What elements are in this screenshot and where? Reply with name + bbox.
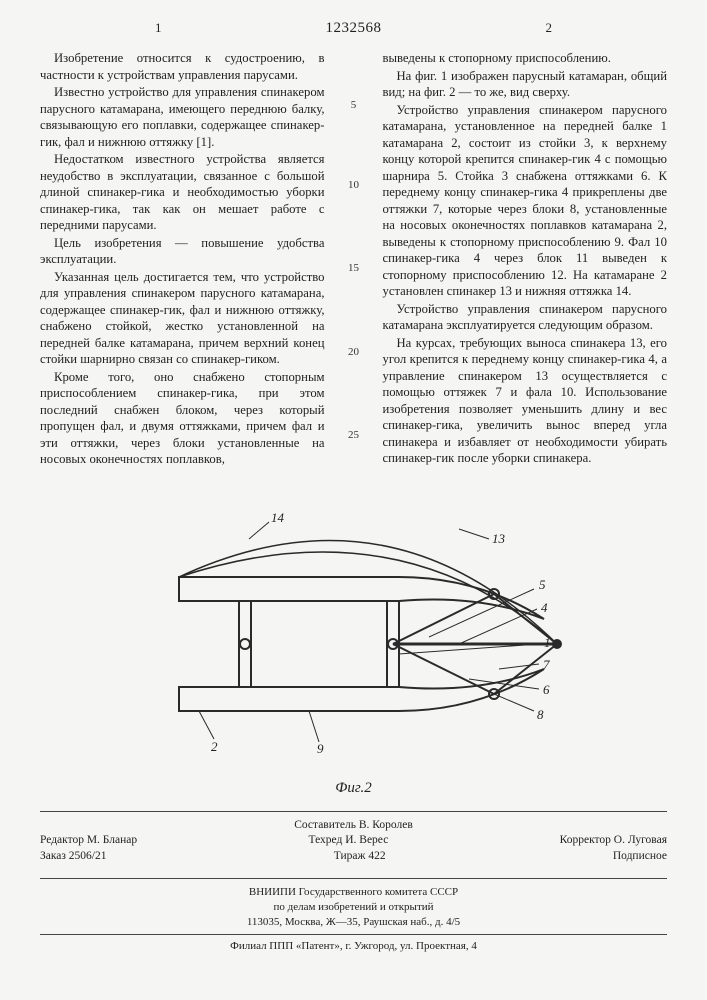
- tirazh: Тираж 422: [334, 849, 386, 865]
- paragraph: выведены к стопорному приспособлению.: [383, 50, 668, 67]
- callout-1: 1: [544, 635, 551, 650]
- line-mark: 15: [345, 261, 363, 275]
- callout-7: 7: [543, 657, 550, 672]
- callout-8: 8: [537, 707, 544, 722]
- callout-13: 13: [492, 531, 506, 546]
- separator-rule: [40, 878, 667, 879]
- paragraph: Недостатком известного устройства являет…: [40, 151, 325, 234]
- compiler-credit: Составитель В. Королев: [40, 818, 667, 834]
- line-mark: 10: [345, 178, 363, 192]
- tech-credit: Техред И. Верес: [309, 833, 389, 849]
- figure-caption: Фиг.2: [139, 780, 569, 797]
- paragraph: Известно устройство для управления спина…: [40, 84, 325, 150]
- left-column-number: 1: [155, 20, 162, 36]
- callout-2: 2: [211, 739, 218, 754]
- imprint-line: 113035, Москва, Ж—35, Раушская наб., д. …: [40, 915, 667, 930]
- text-columns: Изобретение относится к судостроению, в …: [40, 50, 667, 469]
- separator-rule: [40, 934, 667, 935]
- callout-4: 4: [541, 600, 548, 615]
- patent-page: 1 1232568 2 Изобретение относится к судо…: [0, 0, 707, 1000]
- paragraph: Устройство управления спинакером парусно…: [383, 102, 668, 300]
- imprint-line: ВНИИПИ Государственного комитета СССР: [40, 885, 667, 900]
- line-mark: 25: [345, 428, 363, 442]
- document-number: 1232568: [326, 20, 382, 37]
- catamaran-top-view-diagram: 14 13 5 4 1 7 6 8 2 9: [139, 489, 569, 769]
- paragraph: Устройство управления спинакером парусно…: [383, 301, 668, 334]
- figure-2: 14 13 5 4 1 7 6 8 2 9 Фиг.2: [139, 489, 569, 797]
- line-mark: 20: [345, 345, 363, 359]
- callout-9: 9: [317, 741, 324, 756]
- paragraph: Цель изобретения — повышение удобства эк…: [40, 235, 325, 268]
- paragraph: На фиг. 1 изображен парусный катамаран, …: [383, 68, 668, 101]
- right-column-number: 2: [546, 20, 553, 36]
- imprint-line: Филиал ППП «Патент», г. Ужгород, ул. Про…: [40, 939, 667, 954]
- paragraph: Изобретение относится к судостроению, в …: [40, 50, 325, 83]
- order-number: Заказ 2506/21: [40, 849, 107, 865]
- separator-rule: [40, 811, 667, 812]
- editor-credit: Редактор М. Бланар: [40, 833, 137, 849]
- right-column: выведены к стопорному приспособлению. На…: [383, 50, 668, 469]
- paragraph: Указанная цель достигается тем, что устр…: [40, 269, 325, 368]
- paragraph: На курсах, требующих выноса спинакера 13…: [383, 335, 668, 467]
- line-number-gutter: 5 10 15 20 25: [345, 50, 363, 469]
- paragraph: Кроме того, оно снабжено стопорным присп…: [40, 369, 325, 468]
- left-column: Изобретение относится к судостроению, в …: [40, 50, 325, 469]
- callout-6: 6: [543, 682, 550, 697]
- callout-14: 14: [271, 510, 285, 525]
- credits-block: Составитель В. Королев Редактор М. Блана…: [40, 818, 667, 865]
- callout-5: 5: [539, 577, 546, 592]
- corrector-credit: Корректор О. Луговая: [560, 833, 667, 849]
- imprint-line: по делам изобретений и открытий: [40, 900, 667, 915]
- page-header: 1 1232568 2: [40, 20, 667, 50]
- subscription: Подписное: [613, 849, 667, 865]
- imprint-block: ВНИИПИ Государственного комитета СССР по…: [40, 885, 667, 953]
- line-mark: 5: [345, 98, 363, 112]
